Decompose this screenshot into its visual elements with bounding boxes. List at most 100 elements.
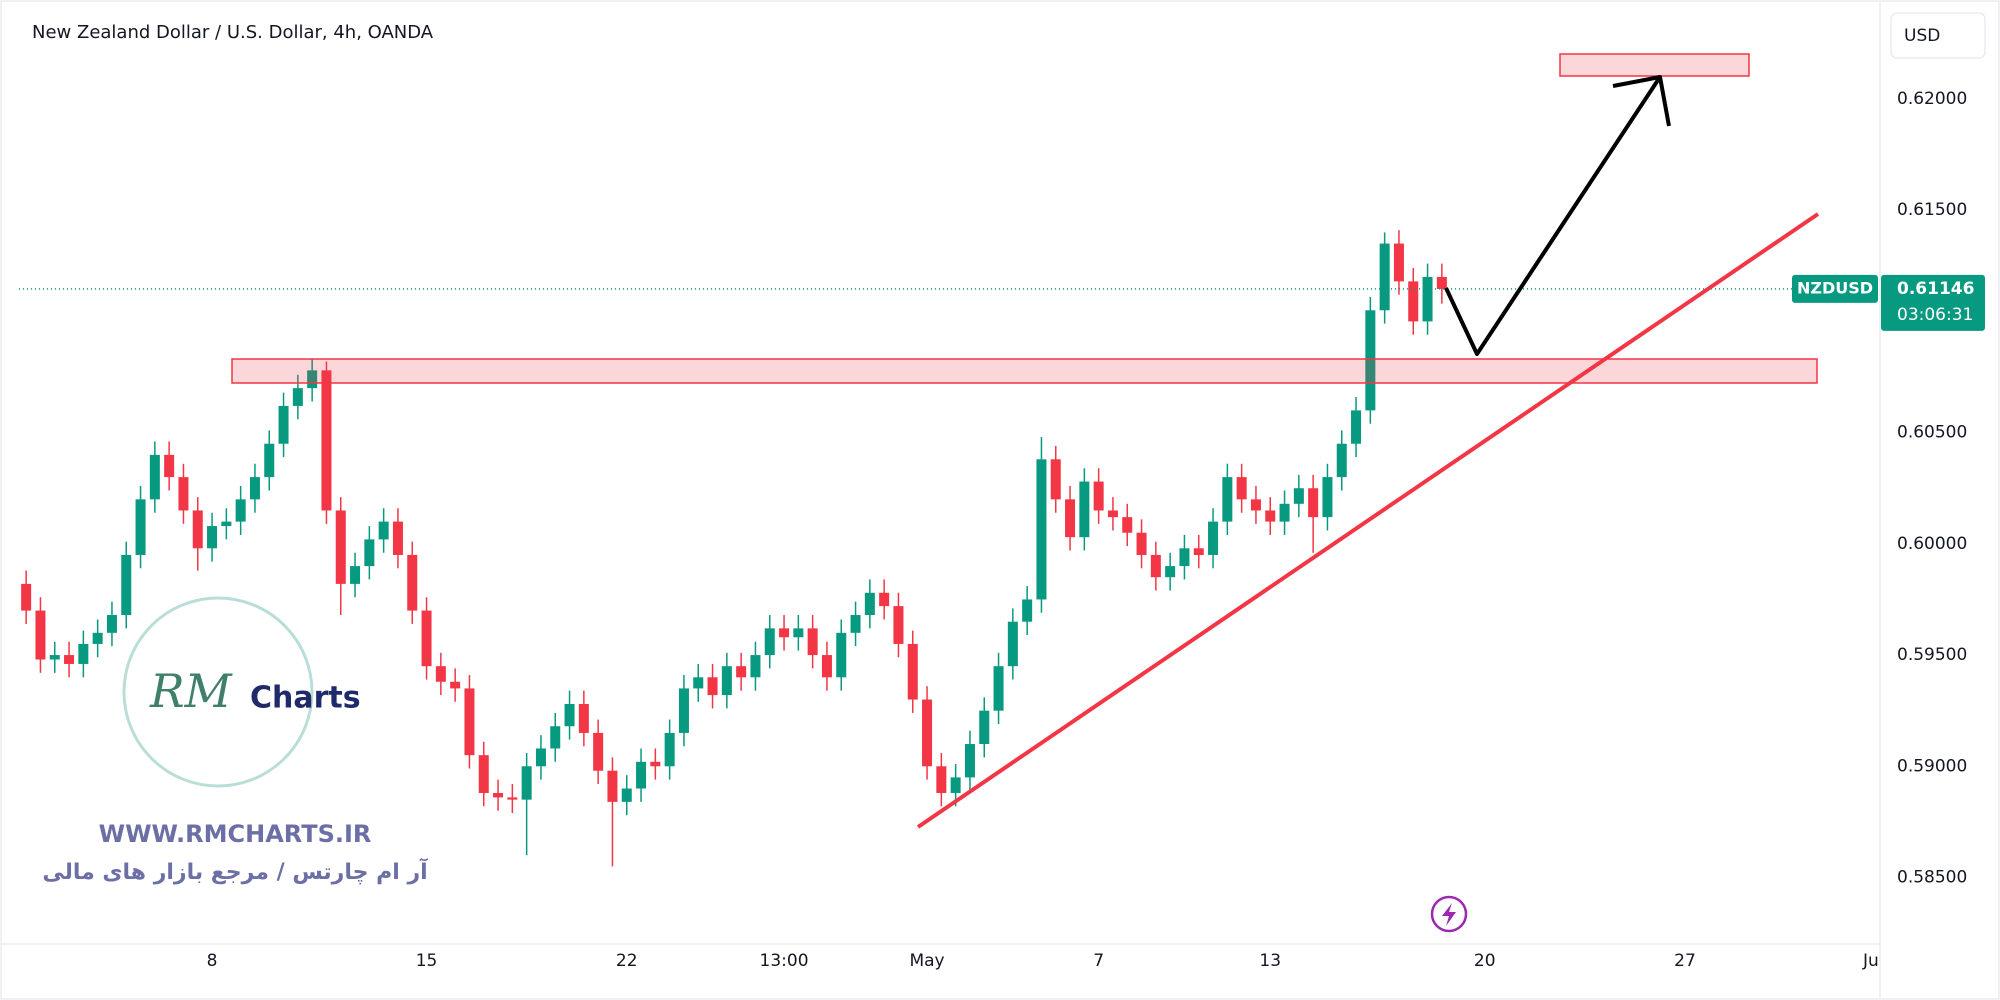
candle-body [864, 592, 875, 616]
candle-body [793, 628, 804, 638]
candle-body [149, 454, 160, 500]
candle-body [1065, 499, 1076, 538]
watermark-tagline: آر ام چارتس / مرجع بازار های مالی [42, 857, 428, 885]
candle-body [707, 677, 718, 696]
candle-body [249, 477, 260, 500]
x-tick-label: May [909, 951, 944, 971]
y-tick-label: 0.58500 [1897, 867, 1967, 887]
candle-body [593, 732, 604, 771]
candle-body [1122, 517, 1133, 533]
candle-body [907, 643, 918, 700]
candle-body [521, 766, 532, 800]
candle-body [1079, 481, 1090, 538]
y-tick-label: 0.59000 [1897, 756, 1967, 776]
symbol-label: NZDUSD [1797, 278, 1873, 297]
candle-body [1222, 477, 1233, 522]
candle-body [49, 655, 60, 660]
candle-body [1136, 532, 1147, 555]
x-tick-label: 7 [1093, 951, 1104, 971]
candle-body [1208, 521, 1219, 555]
candle-body [621, 788, 632, 802]
x-tick-label: 8 [207, 951, 218, 971]
candle-body [178, 477, 189, 511]
currency-button[interactable] [1890, 12, 1986, 59]
candle-body [192, 510, 203, 549]
candle-body [922, 699, 933, 767]
candle-body [535, 748, 546, 767]
candle-body [164, 454, 175, 478]
candle-body [1022, 599, 1033, 622]
candle-body [1179, 548, 1190, 567]
candle-body [1436, 276, 1447, 289]
support-zone [231, 358, 1818, 384]
candle-body [736, 666, 747, 678]
candle-body [350, 566, 361, 584]
candle-body [1193, 548, 1204, 555]
candle-body [650, 761, 661, 767]
x-tick-label: 27 [1674, 951, 1696, 971]
candle-body [207, 526, 218, 549]
candle-body [493, 792, 504, 798]
events-bolt[interactable] [1442, 903, 1456, 926]
x-tick-label: 20 [1474, 951, 1496, 971]
watermark-url: WWW.RMCHARTS.IR [99, 820, 372, 848]
projection-path [1444, 75, 1662, 356]
candle-body [1393, 243, 1404, 282]
trendline [916, 212, 1820, 829]
candle-body [321, 370, 332, 511]
candle-body [1379, 243, 1390, 311]
candle-body [821, 655, 832, 678]
y-tick-label: 0.60000 [1897, 534, 1967, 554]
logo-word: Charts [250, 681, 361, 716]
candle-body [1336, 443, 1347, 478]
chart-title: New Zealand Dollar / U.S. Dollar, 4h, OA… [32, 22, 434, 43]
candle-body [1050, 459, 1061, 500]
candle-body [678, 688, 689, 733]
candle-body [392, 521, 403, 555]
x-tick-label: Ju [1862, 951, 1879, 971]
candle-body [550, 726, 561, 749]
candle-body [92, 632, 103, 644]
candle-body [607, 770, 618, 802]
candle-body [335, 510, 346, 584]
candle-body [1007, 621, 1018, 667]
currency-label[interactable]: USD [1904, 26, 1940, 46]
logo-circle [122, 596, 314, 788]
logo-initials: RM [149, 664, 234, 718]
candle-body [106, 615, 117, 633]
candle-body [979, 710, 990, 745]
candle-body [292, 388, 303, 406]
candle-body [1365, 310, 1376, 411]
candle-body [478, 755, 489, 793]
x-tick-label: 13 [1259, 951, 1281, 971]
candle-body [1250, 499, 1261, 511]
candle-body [307, 370, 318, 389]
candle-body [564, 703, 575, 727]
candle-body [1265, 510, 1276, 522]
arrow-head [1612, 75, 1671, 127]
candle-body [964, 744, 975, 778]
candle-body [121, 554, 132, 616]
candle-body [1093, 481, 1104, 511]
candle-body [893, 606, 904, 644]
candle-body [636, 761, 647, 789]
candle-body [807, 628, 818, 656]
candle-body [235, 499, 246, 522]
candle-body [664, 732, 675, 767]
candle-body [578, 703, 589, 733]
candle-body [693, 677, 704, 689]
candle-body [78, 643, 89, 664]
candle-body [1036, 459, 1047, 600]
candle-body [450, 681, 461, 689]
candle-body [1165, 566, 1176, 578]
x-tick-label: 15 [416, 951, 438, 971]
candle-body [764, 628, 775, 656]
candle-body [779, 628, 790, 638]
candle-body [21, 583, 32, 611]
candle-body [264, 443, 275, 478]
x-tick-label: 13:00 [760, 951, 809, 971]
candle-body [1236, 477, 1247, 500]
candle-body [721, 666, 732, 696]
y-tick-label: 0.59500 [1897, 645, 1967, 665]
